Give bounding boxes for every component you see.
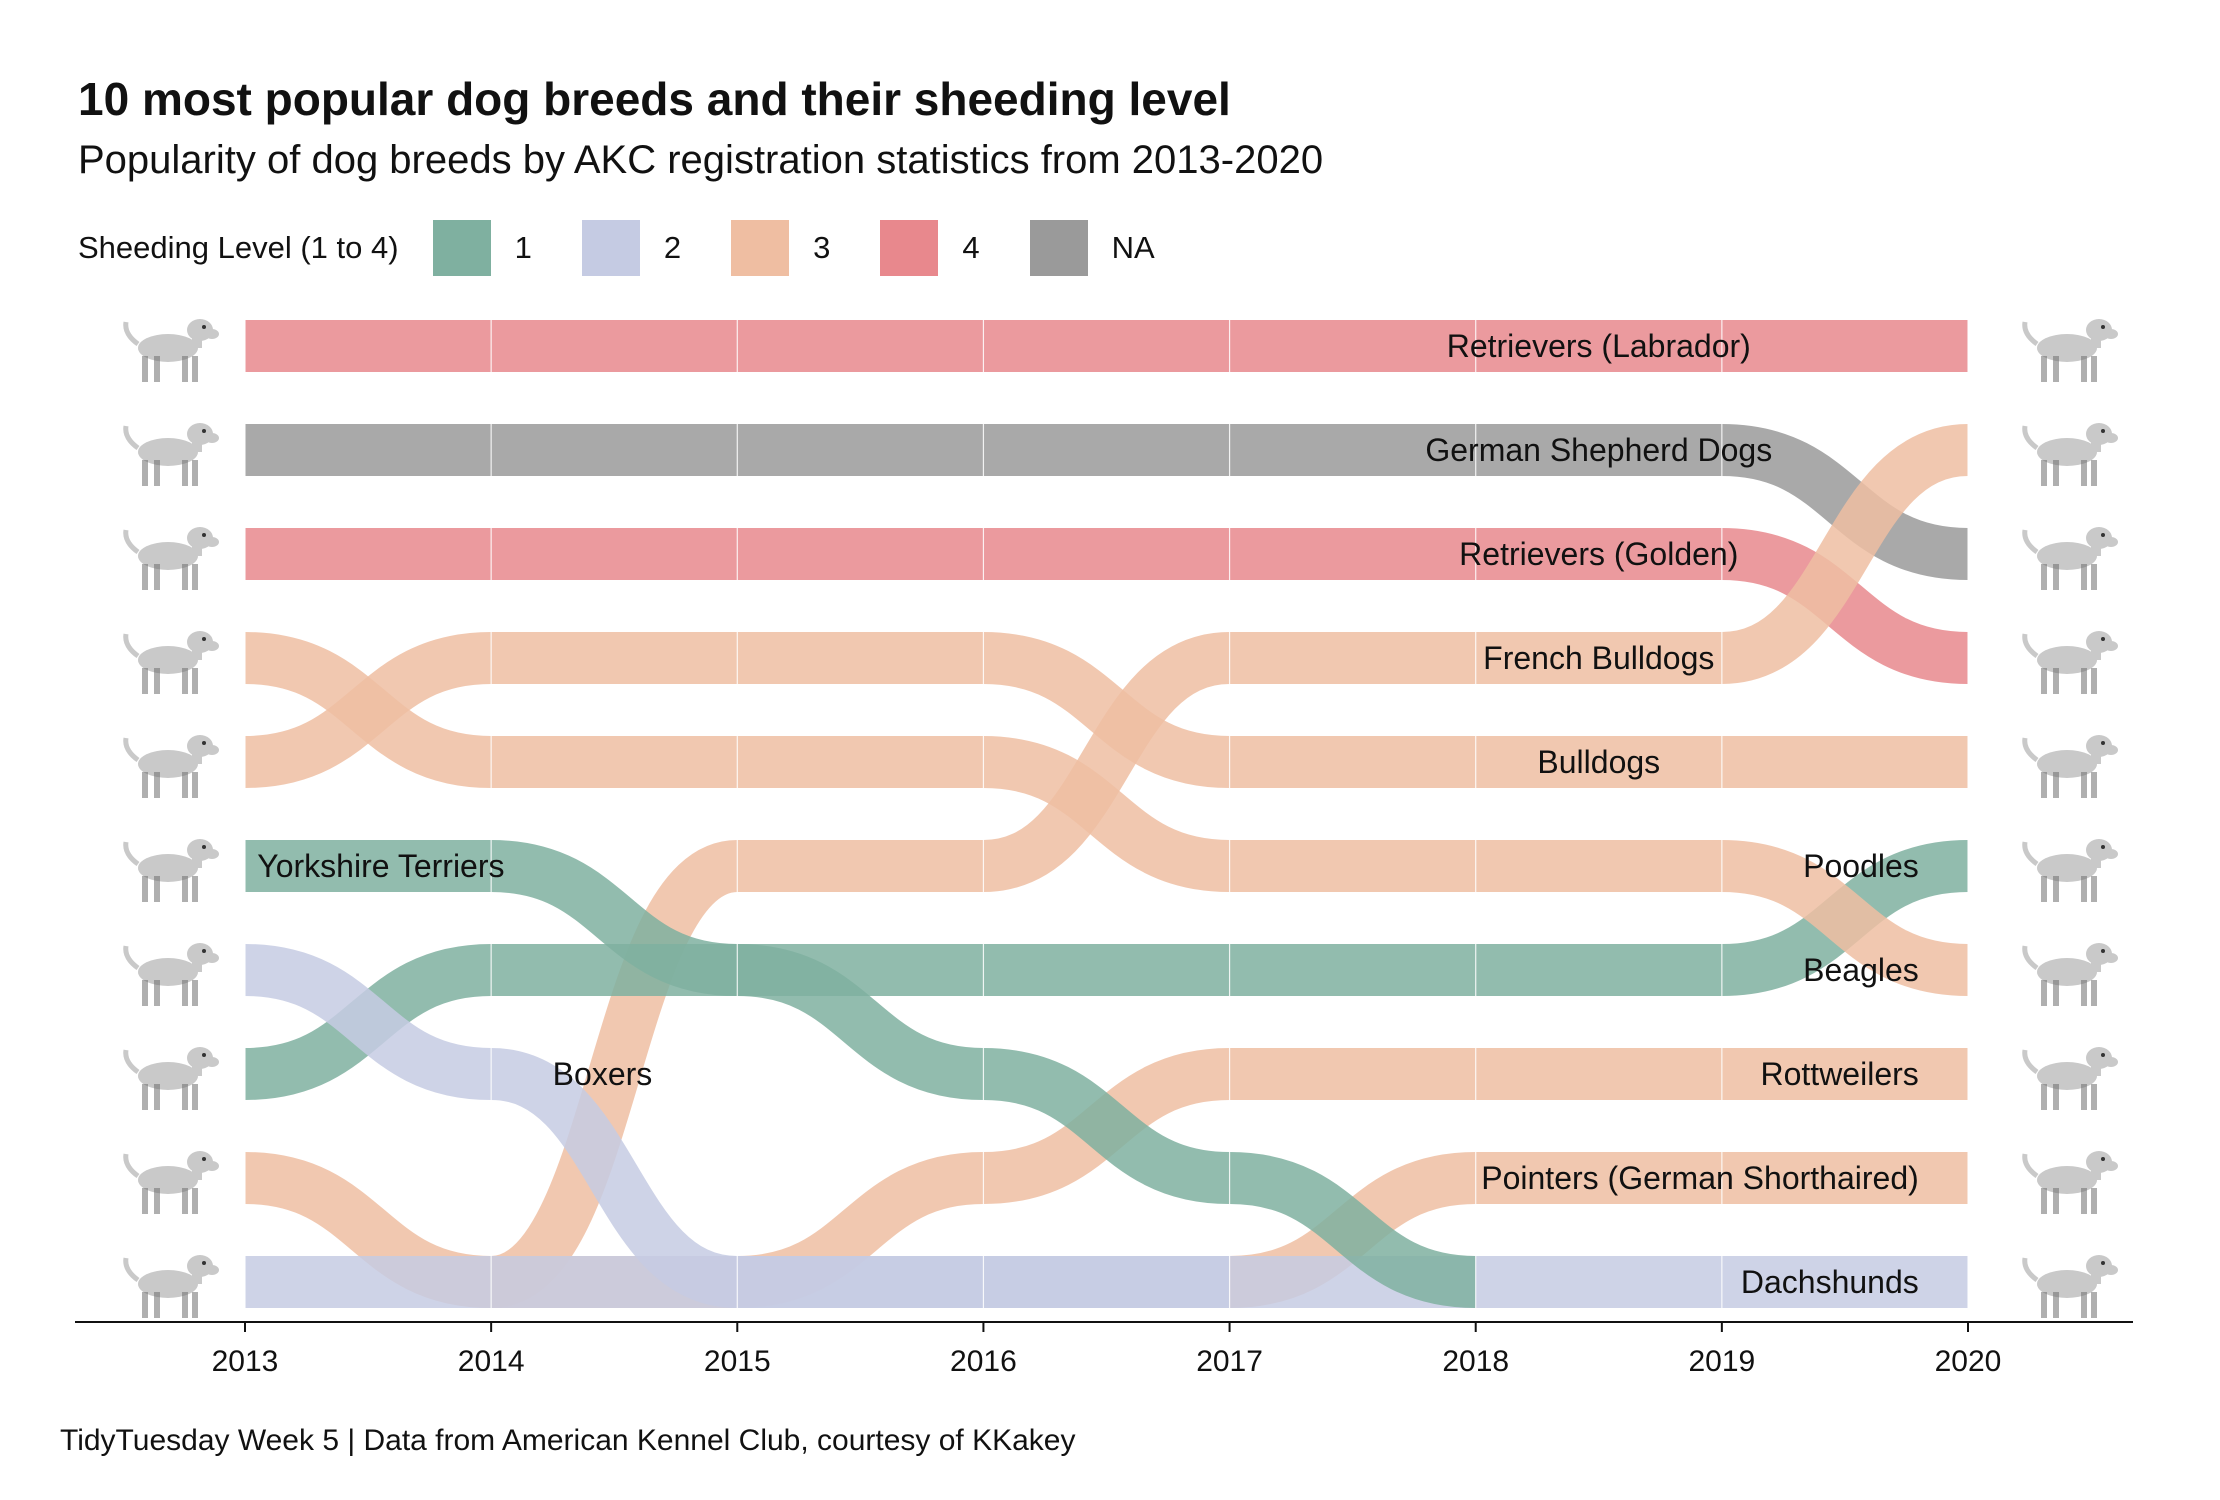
legend-label-na: NA — [1111, 230, 1155, 265]
retriever-golden-icon — [123, 527, 219, 590]
poodle-icon — [123, 1047, 219, 1110]
legend-item-1: 1 — [432, 220, 532, 276]
dachshund-icon — [123, 1255, 219, 1318]
chart-caption: TidyTuesday Week 5 | Data from American … — [60, 1424, 1076, 1457]
dachshund-icon — [2022, 1255, 2118, 1318]
label-yorkshire-terriers: Yorkshire Terriers — [257, 848, 504, 884]
breed-labels: Retrievers (Labrador) German Shepherd Dog… — [257, 328, 1918, 1300]
retriever-golden-icon — [2022, 631, 2118, 694]
label-beagles: Beagles — [1803, 952, 1919, 988]
x-tick-label-2016: 2016 — [950, 1345, 1017, 1378]
legend-title: Sheeding Level (1 to 4) — [78, 230, 399, 265]
x-axis: 2013 2014 2015 2016 2017 2018 2019 2020 — [75, 1321, 2133, 1378]
label-german-shepherd-dogs: German Shepherd Dogs — [1425, 432, 1772, 468]
ribbon-boxers — [244, 944, 1230, 1308]
x-tick-label-2014: 2014 — [458, 1345, 525, 1378]
label-boxers: Boxers — [553, 1056, 653, 1092]
breed-icons-left — [123, 319, 219, 1318]
x-tick-label-2015: 2015 — [704, 1345, 771, 1378]
german-shepherd-icon — [123, 423, 219, 486]
legend-label-2: 2 — [663, 230, 682, 265]
x-tick-label-2019: 2019 — [1688, 1345, 1755, 1378]
label-dachshunds: Dachshunds — [1741, 1264, 1919, 1300]
x-tick-label-2018: 2018 — [1442, 1345, 1509, 1378]
bulldog-icon — [123, 735, 219, 798]
rottweiler-icon — [123, 1151, 219, 1214]
legend-label-3: 3 — [813, 230, 831, 265]
label-poodles: Poodles — [1803, 848, 1919, 884]
legend-item-2: 2 — [581, 220, 682, 276]
x-tick-label-2013: 2013 — [212, 1345, 279, 1378]
ribbon-rottweilers — [244, 1048, 1968, 1308]
legend-swatch-4 — [880, 220, 939, 276]
x-tick-label-2017: 2017 — [1196, 1345, 1263, 1378]
beagle-icon — [2022, 943, 2118, 1006]
ribbon-beagles — [244, 632, 1969, 996]
label-pointers-german-shorthaired: Pointers (German Shorthaired) — [1481, 1160, 1919, 1196]
year-gridlines — [244, 320, 1969, 1308]
breed-ribbons — [244, 320, 1970, 1308]
ribbon-german-shepherd-dogs — [245, 424, 1969, 580]
legend-label-4: 4 — [962, 230, 980, 265]
bulldog-icon — [2022, 735, 2118, 798]
x-tick-label-2020: 2020 — [1935, 1345, 2002, 1378]
legend-item-3: 3 — [731, 220, 830, 276]
label-french-bulldogs: French Bulldogs — [1483, 640, 1714, 676]
legend-label-1: 1 — [514, 230, 532, 265]
ribbon-poodles — [244, 840, 1969, 1100]
legend-item-na: NA — [1029, 220, 1155, 276]
rottweiler-icon — [2022, 1047, 2118, 1110]
legend-swatch-1 — [432, 220, 491, 276]
german-shepherd-icon — [2022, 527, 2118, 590]
french-bulldog-icon — [2022, 423, 2118, 486]
retriever-labrador-icon — [123, 319, 219, 382]
legend-swatch-3 — [731, 220, 790, 276]
legend-swatch-2 — [581, 220, 640, 276]
chart-subtitle: Popularity of dog breeds by AKC registra… — [78, 138, 1324, 182]
chart-title: 10 most popular dog breeds and their she… — [78, 73, 1231, 125]
label-retrievers-golden: Retrievers (Golden) — [1459, 536, 1738, 572]
label-rottweilers: Rottweilers — [1761, 1056, 1919, 1092]
label-bulldogs: Bulldogs — [1537, 744, 1660, 780]
legend-item-4: 4 — [880, 220, 980, 276]
legend-swatch-na — [1029, 220, 1088, 276]
pointer-icon — [2022, 1151, 2118, 1214]
label-retrievers-labrador: Retrievers (Labrador) — [1447, 328, 1751, 364]
breed-icons-right — [2022, 319, 2118, 1318]
beagle-icon — [123, 631, 219, 694]
retriever-labrador-icon — [2022, 319, 2118, 382]
poodle-icon — [2022, 839, 2118, 902]
yorkshire-terrier-icon — [123, 839, 219, 902]
legend: Sheeding Level (1 to 4) 1 2 3 4 NA — [78, 218, 1205, 278]
boxer-icon — [123, 943, 219, 1006]
